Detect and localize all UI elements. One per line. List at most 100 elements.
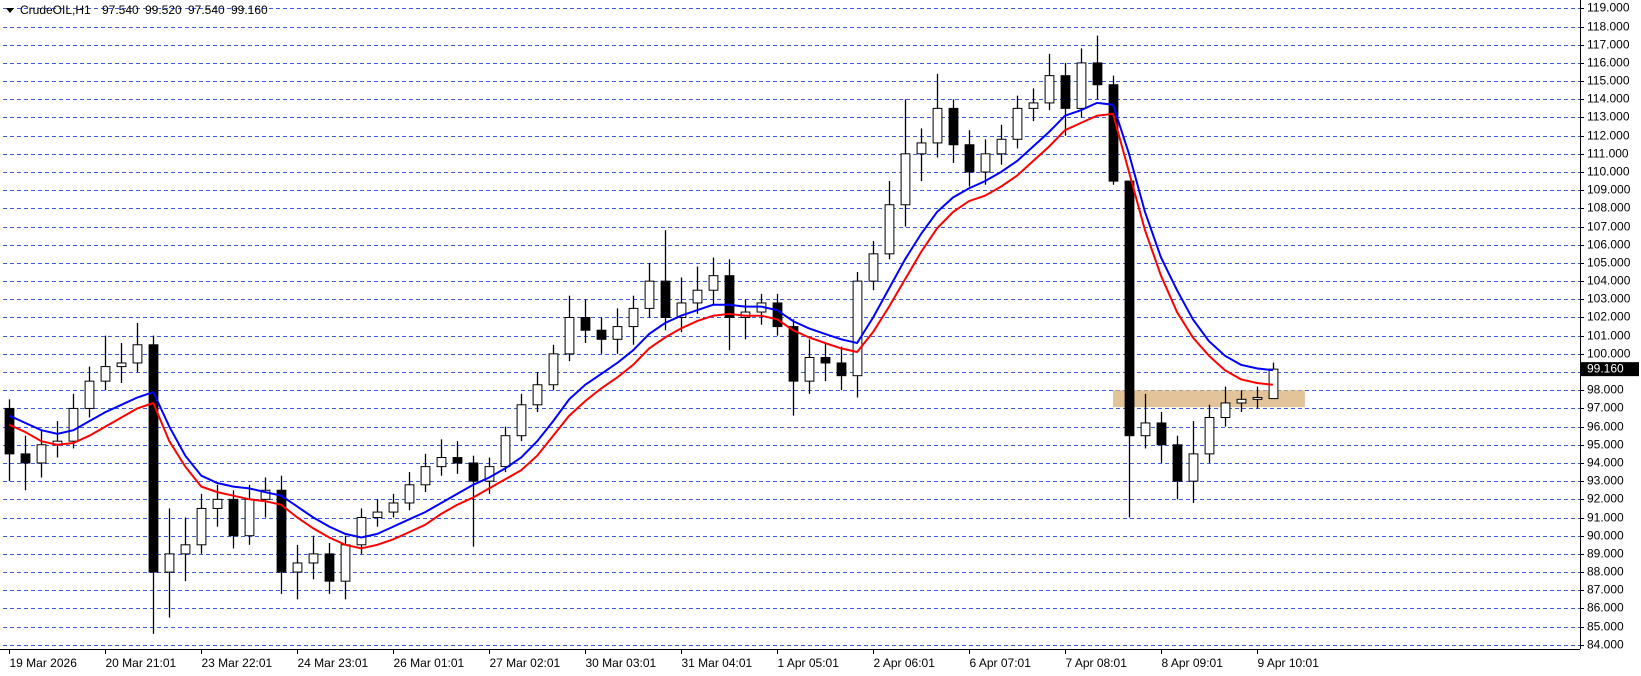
candle-body (324, 553, 335, 582)
candle-body (772, 302, 783, 328)
candle-body (1076, 62, 1087, 109)
plot (4, 35, 1279, 634)
y-tick-label: 100.000 (1587, 347, 1631, 361)
candle-body (1156, 422, 1167, 446)
y-tick-label: 103.000 (1587, 292, 1631, 306)
x-tick-label: 9 Apr 10:01 (1258, 656, 1320, 670)
y-tick-label: 96.000 (1587, 420, 1624, 434)
y-tick-label: 107.000 (1587, 220, 1631, 234)
y-tick-label: 117.000 (1587, 38, 1630, 52)
candle-body (692, 289, 703, 304)
current-price-box (1581, 362, 1639, 377)
y-tick-label: 87.000 (1587, 583, 1624, 597)
candle-body (84, 380, 95, 409)
candle-body (420, 466, 431, 486)
y-tick-label: 110.000 (1587, 165, 1630, 179)
y-tick-label: 119.000 (1587, 1, 1630, 15)
candle-body (132, 344, 143, 364)
y-tick-label: 104.000 (1587, 274, 1631, 288)
candle-body (148, 344, 159, 573)
y-tick-label: 86.000 (1587, 601, 1624, 615)
y-tick-label: 95.000 (1587, 438, 1624, 452)
candle-body (452, 457, 463, 464)
candle-body (900, 153, 911, 206)
x-tick-label: 1 Apr 05:01 (778, 656, 840, 670)
candle-body (676, 302, 687, 318)
candle-body (1028, 102, 1039, 109)
y-tick-label: 106.000 (1587, 238, 1631, 252)
moving-average (8, 112, 1274, 550)
candle-body (1140, 422, 1151, 437)
candle-body (116, 362, 127, 368)
candle-body (4, 407, 15, 455)
candle-body (356, 517, 367, 546)
x-tick-label: 30 Mar 03:01 (586, 656, 657, 670)
y-tick-label: 111.000 (1587, 147, 1629, 161)
candle-body (532, 384, 543, 406)
candle-body (1092, 62, 1103, 86)
candle-body (388, 502, 399, 513)
x-tick-label: 20 Mar 21:01 (106, 656, 177, 670)
y-tick-label: 88.000 (1587, 565, 1624, 579)
candle-body (100, 366, 111, 382)
candle-body (820, 357, 831, 364)
y-tick-label: 85.000 (1587, 620, 1624, 634)
candle-body (436, 457, 447, 468)
y-tick-label: 113.000 (1587, 110, 1630, 124)
candle-body (708, 275, 719, 291)
x-tick-label: 31 Mar 04:01 (682, 656, 753, 670)
candle-body (212, 498, 223, 509)
candle-body (548, 353, 559, 386)
menu-triangle[interactable] (6, 8, 14, 13)
y-tick-label: 92.000 (1587, 492, 1624, 506)
y-tick-label: 93.000 (1587, 474, 1624, 488)
candle-body (628, 307, 639, 328)
y-tick-label: 105.000 (1587, 256, 1631, 270)
y-tick-label: 116.000 (1587, 56, 1630, 70)
y-tick-label: 94.000 (1587, 456, 1624, 470)
ohlc-low: 97.540 (188, 3, 225, 17)
candle-body (1012, 107, 1023, 140)
moving-average (8, 101, 1274, 539)
x-tick-label: 26 Mar 01:01 (394, 656, 465, 670)
x-tick-label: 24 Mar 23:01 (298, 656, 369, 670)
candle-body (612, 326, 623, 340)
x-tick-label: 27 Mar 02:01 (490, 656, 561, 670)
candle-body (868, 253, 879, 282)
candle-body (580, 316, 591, 331)
candle-body (948, 107, 959, 146)
candle-body (596, 329, 607, 340)
candle-body (372, 511, 383, 519)
candle-body (36, 444, 47, 464)
candle-body (1188, 453, 1199, 482)
y-tick-label: 101.000 (1587, 329, 1631, 343)
candle-body (1108, 84, 1119, 182)
candle-body (468, 462, 479, 482)
candle-body (836, 362, 847, 377)
candle-body (964, 144, 975, 173)
candle-body (932, 107, 943, 144)
y-tick-label: 108.000 (1587, 201, 1631, 215)
y-tick-label: 114.000 (1587, 92, 1630, 106)
ohlc-high: 99.520 (145, 3, 182, 17)
y-tick-label: 115.000 (1587, 74, 1630, 88)
y-tick-label: 98.000 (1587, 383, 1624, 397)
y-tick-label: 118.000 (1587, 20, 1630, 34)
candle-body (1172, 444, 1183, 482)
grid (3, 8, 1580, 646)
y-tick-label: 90.000 (1587, 529, 1624, 543)
candle-body (276, 489, 287, 573)
candle-body (788, 326, 799, 382)
candle-body (564, 316, 575, 355)
x-tick-label: 6 Apr 07:01 (970, 656, 1032, 670)
y-tick-label: 91.000 (1587, 511, 1624, 525)
candle-body (260, 489, 271, 500)
candle-body (228, 498, 239, 537)
symbol: CrudeOIL,H1 (20, 3, 91, 17)
candle-body (1204, 417, 1215, 455)
ohlc-close: 99.160 (231, 3, 268, 17)
candle-body (852, 280, 863, 377)
y-tick-label: 97.000 (1587, 401, 1624, 415)
current-price-label: 99.160 (1587, 361, 1624, 375)
